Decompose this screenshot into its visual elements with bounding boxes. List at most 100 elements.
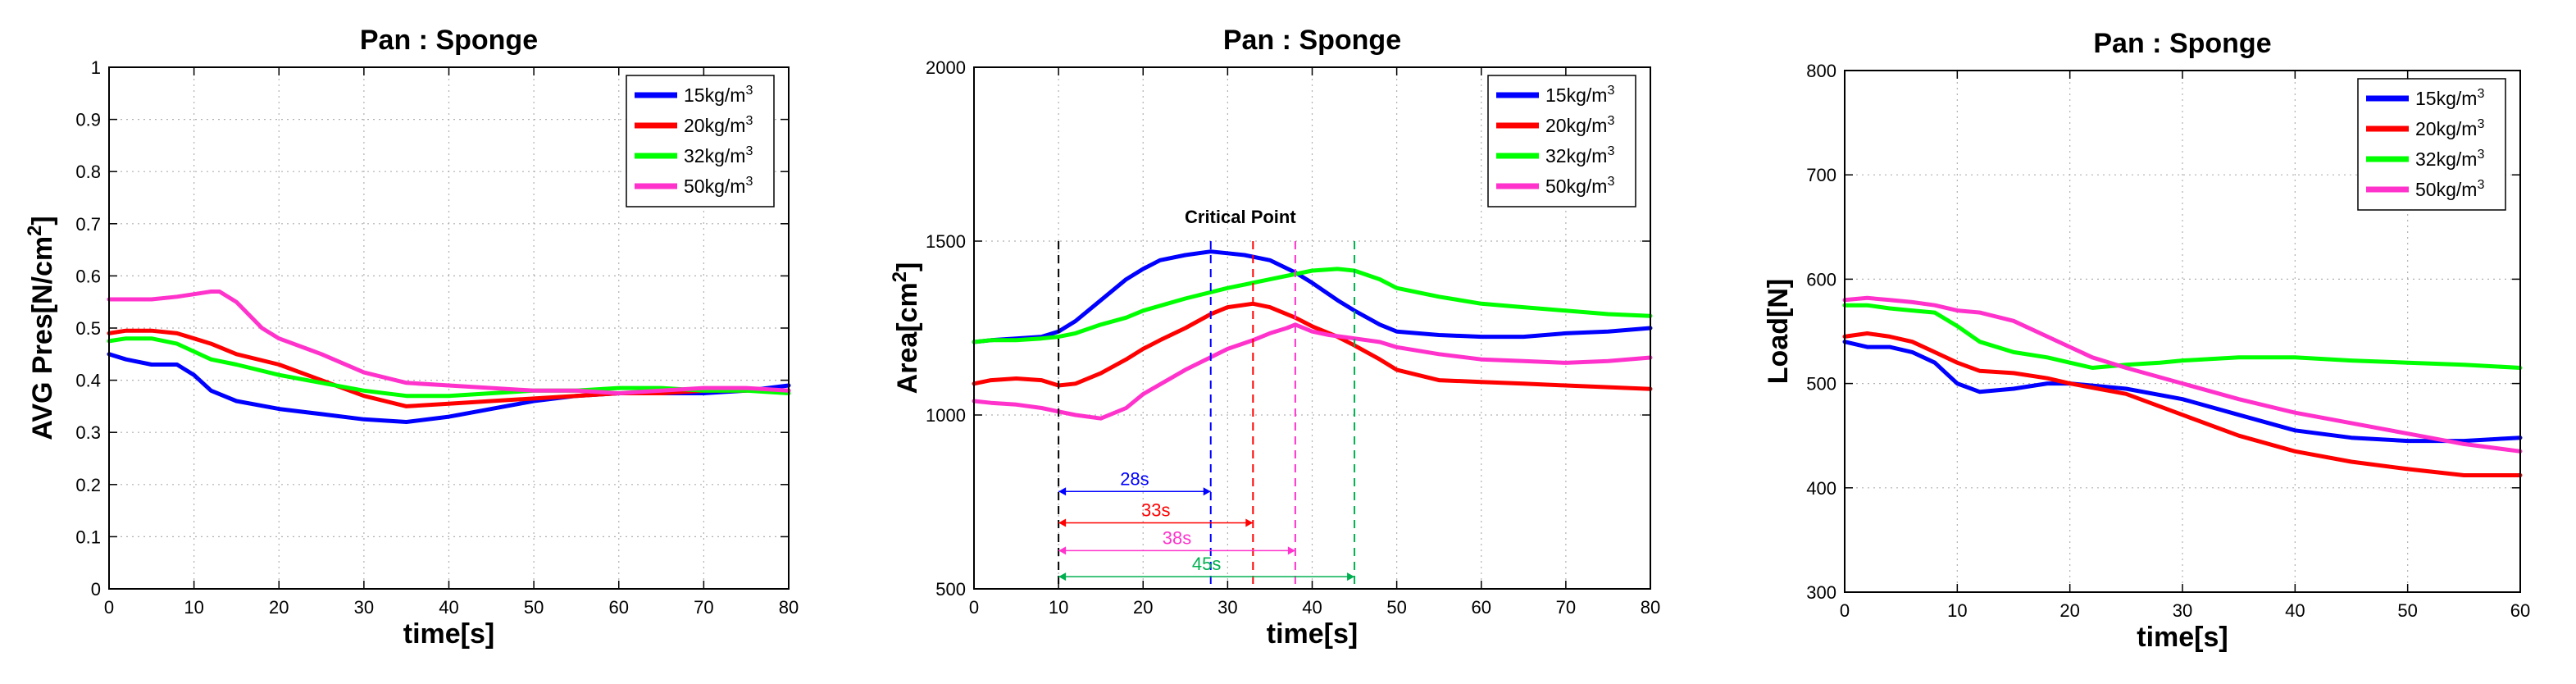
- x-tick-label: 60: [609, 597, 629, 618]
- y-axis-label: AVG Pres[N/cm2]: [24, 216, 59, 440]
- series-line-1: [972, 249, 1653, 344]
- x-tick-label: 70: [1556, 597, 1576, 618]
- legend-label-2: 20kg/m3: [1545, 113, 1614, 136]
- series-line-1: [1842, 340, 2523, 444]
- chart-title: Pan : Sponge: [2093, 28, 2271, 59]
- x-tick-label: 30: [2173, 600, 2192, 621]
- interval-arrowhead-left: [1058, 546, 1067, 555]
- y-tick-label: 2000: [926, 57, 966, 78]
- x-tick-label: 10: [1049, 597, 1068, 618]
- legend-label-4: 50kg/m3: [1545, 174, 1614, 197]
- x-tick-label: 0: [1840, 600, 1850, 621]
- x-tick-label: 60: [1472, 597, 1491, 618]
- legend-label-1: 15kg/m3: [1545, 83, 1614, 106]
- y-tick-label: 0.7: [75, 214, 101, 235]
- x-tick-label: 0: [104, 597, 114, 618]
- y-tick-label: 1000: [926, 405, 966, 426]
- legend-label-3: 32kg/m3: [684, 144, 753, 166]
- legend: 15kg/m3 20kg/m3 32kg/m3 50kg/m3: [2357, 78, 2506, 211]
- legend-label-2: 20kg/m3: [2415, 116, 2484, 139]
- legend-label-4: 50kg/m3: [2415, 177, 2484, 200]
- series-line-4: [107, 290, 791, 395]
- legend-label-2: 20kg/m3: [684, 113, 753, 136]
- y-tick-label: 0.3: [75, 422, 101, 443]
- interval-arrowhead-right: [1245, 518, 1254, 527]
- x-tick-label: 20: [2059, 600, 2079, 621]
- series-line-3: [107, 336, 791, 399]
- legend-label-3: 32kg/m3: [1545, 144, 1614, 166]
- legend-label-1: 15kg/m3: [684, 83, 753, 106]
- chart-2: 0 10 20 30 40 50 60 70 80 500 1000 1500 2000 Critical…: [889, 25, 1661, 650]
- y-tick-label: 0.2: [75, 475, 101, 495]
- interval-arrowhead-right: [1287, 546, 1295, 555]
- series-line-2: [107, 328, 791, 408]
- y-tick-label: 0: [91, 579, 101, 600]
- interval-label-2: 33s: [1141, 499, 1170, 520]
- interval-label-4: 45s: [1192, 554, 1221, 574]
- legend-label-4: 50kg/m3: [684, 174, 753, 197]
- y-tick-label: 1500: [926, 231, 966, 252]
- y-tick-label: 0.4: [75, 371, 101, 391]
- interval-arrowhead-left: [1058, 518, 1067, 527]
- y-axis-label: Area[cm2]: [889, 262, 924, 394]
- x-tick-label: 30: [354, 597, 374, 618]
- series-line-3: [972, 267, 1653, 344]
- y-tick-label: 1: [91, 57, 101, 78]
- interval-arrowhead-right: [1203, 487, 1211, 496]
- legend: 15kg/m3 20kg/m3 32kg/m3 50kg/m3: [1487, 75, 1636, 207]
- critical-point-label: Critical Point: [1185, 207, 1296, 227]
- x-axis-label: time[s]: [403, 618, 494, 650]
- y-tick-label: 300: [1806, 582, 1836, 603]
- x-tick-label: 40: [2285, 600, 2305, 621]
- plot-frame: [973, 66, 1651, 590]
- series-line-3: [1842, 303, 2523, 370]
- x-tick-label: 20: [1133, 597, 1153, 618]
- interval-label-1: 28s: [1120, 468, 1149, 489]
- series-line-4: [1842, 295, 2523, 454]
- x-tick-label: 10: [1947, 600, 1967, 621]
- x-tick-label: 10: [184, 597, 203, 618]
- interval-arrowhead-left: [1058, 572, 1067, 581]
- y-tick-label: 400: [1806, 478, 1836, 499]
- y-tick-label: 0.1: [75, 527, 101, 547]
- x-tick-label: 50: [524, 597, 544, 618]
- y-tick-label: 0.8: [75, 162, 101, 182]
- x-tick-label: 60: [2510, 600, 2530, 621]
- y-tick-label: 500: [1806, 374, 1836, 394]
- x-tick-label: 70: [694, 597, 713, 618]
- interval-arrowhead-left: [1058, 487, 1067, 496]
- chart-title: Pan : Sponge: [360, 25, 538, 56]
- interval-arrowhead-right: [1347, 572, 1355, 581]
- x-tick-label: 80: [1641, 597, 1660, 618]
- x-axis-label: time[s]: [2137, 622, 2228, 653]
- chart-1: 0 10 20 30 40 50 60 70 80 0 0.1 0.2 0.3 0.4 0.5 0.6 0.7 0…: [24, 25, 799, 650]
- y-tick-label: 600: [1806, 269, 1836, 290]
- series-line-2: [1842, 331, 2523, 477]
- plot-frame: [108, 66, 790, 590]
- x-tick-label: 0: [969, 597, 979, 618]
- x-tick-label: 80: [779, 597, 799, 618]
- y-tick-label: 0.5: [75, 318, 101, 339]
- legend: 15kg/m3 20kg/m3 32kg/m3 50kg/m3: [626, 75, 775, 207]
- y-axis-label: Load[N]: [1763, 279, 1794, 384]
- legend-label-3: 32kg/m3: [2415, 147, 2484, 170]
- y-tick-label: 700: [1806, 165, 1836, 185]
- y-tick-label: 800: [1806, 61, 1836, 81]
- x-tick-label: 50: [1386, 597, 1406, 618]
- x-axis-label: time[s]: [1267, 618, 1358, 650]
- x-tick-label: 30: [1217, 597, 1237, 618]
- plot-frame: [1844, 70, 2521, 593]
- y-tick-label: 0.6: [75, 266, 101, 286]
- interval-label-3: 38s: [1163, 527, 1191, 548]
- y-tick-label: 0.9: [75, 110, 101, 130]
- x-tick-label: 20: [269, 597, 289, 618]
- x-tick-label: 40: [439, 597, 458, 618]
- y-tick-label: 500: [935, 579, 966, 600]
- chart-title: Pan : Sponge: [1223, 25, 1401, 56]
- legend-label-1: 15kg/m3: [2415, 86, 2484, 109]
- x-tick-label: 40: [1302, 597, 1322, 618]
- x-tick-label: 50: [2397, 600, 2417, 621]
- chart-3: 0 10 20 30 40 50 60 300 400 500 600 700 800 15kg/m3 20…: [1763, 28, 2530, 653]
- series-line-4: [972, 322, 1653, 421]
